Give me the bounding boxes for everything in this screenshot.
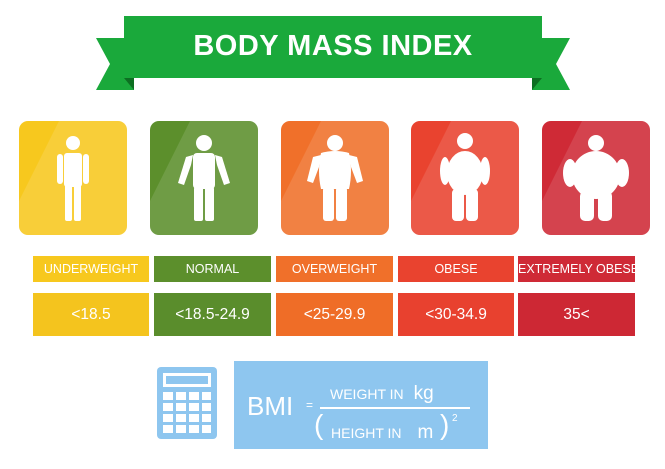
person-overweight-icon — [307, 135, 363, 221]
paren-close: ) — [440, 409, 450, 440]
formula-numerator: WEIGHT IN kg — [330, 383, 434, 405]
bmi-formula: BMI = WEIGHT IN kg ( HEIGHT IN m ) 2 — [234, 361, 488, 449]
category-label-normal: NORMAL — [154, 256, 271, 282]
person-extremely-obese-icon — [563, 135, 629, 221]
category-label-extremely-obese: EXTREMELY OBESE — [518, 256, 639, 282]
category-label-obese: OBESE — [398, 256, 514, 282]
range-extremely-obese: 35< — [518, 293, 635, 336]
range-overweight: <25-29.9 — [276, 293, 393, 336]
tile-normal — [150, 121, 258, 235]
calculator-icon — [157, 367, 217, 439]
category-label-overweight: OVERWEIGHT — [276, 256, 393, 282]
tile-extremely-obese — [542, 121, 650, 235]
denominator-unit: m — [417, 422, 434, 443]
category-label-underweight: UNDERWEIGHT — [33, 256, 149, 282]
formula-equals: = — [306, 398, 314, 412]
denominator-text: HEIGHT IN — [331, 425, 402, 441]
person-obese-icon — [440, 133, 490, 221]
range-obese: <30-34.9 — [398, 293, 514, 336]
paren-open: ( — [314, 409, 324, 440]
formula-exponent: 2 — [452, 413, 458, 424]
title-ribbon: BODY MASS INDEX — [96, 16, 570, 92]
ribbon-shape — [96, 16, 570, 90]
formula-lhs: BMI — [247, 391, 294, 421]
range-normal: <18.5-24.9 — [154, 293, 271, 336]
person-underweight-icon — [57, 136, 89, 221]
tile-overweight — [281, 121, 389, 235]
formula-denominator: HEIGHT IN m — [331, 422, 433, 444]
fraction-line — [320, 407, 470, 409]
numerator-text: WEIGHT IN — [330, 386, 404, 402]
range-underweight: <18.5 — [33, 293, 149, 336]
person-normal-icon — [178, 135, 230, 221]
numerator-unit: kg — [413, 383, 434, 404]
tile-underweight — [19, 121, 127, 235]
tile-obese — [411, 121, 519, 235]
page-title: BODY MASS INDEX — [193, 30, 473, 62]
